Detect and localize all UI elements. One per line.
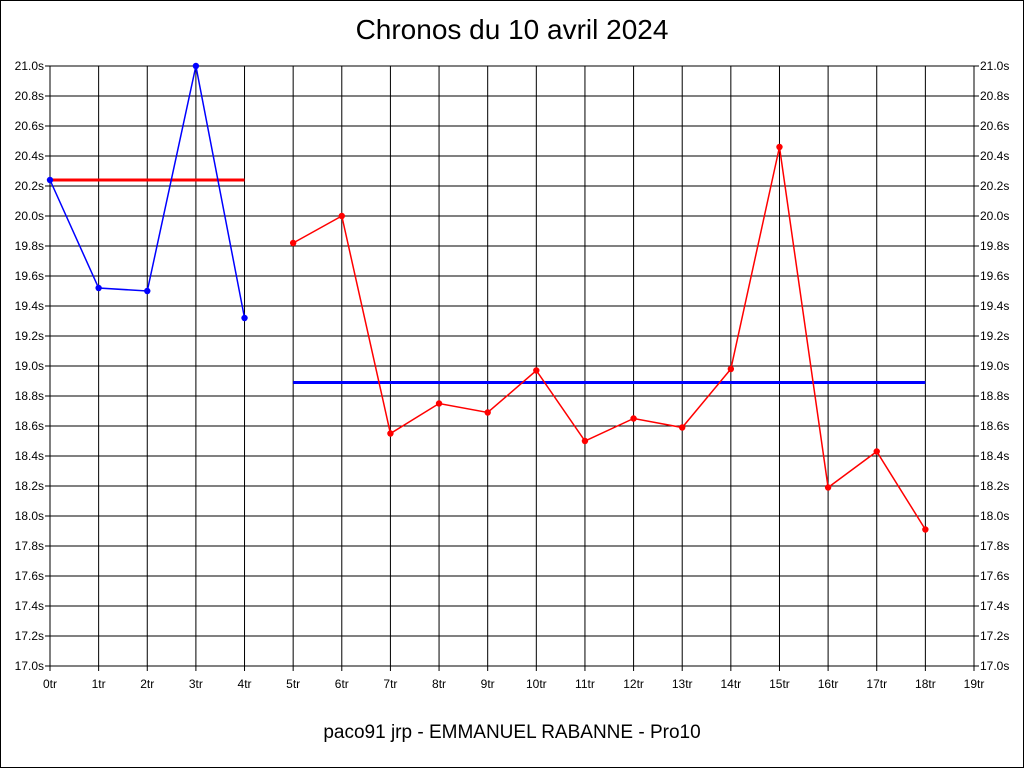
y-tick-label-right: 17.6s [980,569,1009,583]
data-point [338,212,345,220]
data-point [533,367,540,374]
y-tick-label-right: 18.0s [980,509,1009,523]
x-tick-label: 2tr [140,677,154,691]
y-tick-label-left: 17.8s [15,539,44,553]
x-tick-label: 19tr [964,677,985,691]
y-tick-label-right: 19.4s [980,299,1009,313]
y-tick-label-right: 20.2s [980,179,1009,193]
y-tick-label-left: 19.4s [15,299,44,313]
data-point [192,62,200,70]
x-tick-label: 15tr [769,677,790,691]
x-tick-label: 16tr [818,677,839,691]
y-tick-label-left: 17.2s [15,629,44,643]
y-tick-label-left: 18.2s [15,479,44,493]
y-tick-label-right: 20.6s [980,119,1009,133]
x-tick-label: 1tr [92,677,106,691]
x-tick-label: 17tr [866,677,887,691]
y-tick-label-right: 19.6s [980,269,1009,283]
y-tick-label-left: 18.0s [15,509,44,523]
average-lines [50,178,926,384]
y-tick-label-right: 21.0s [980,59,1009,73]
data-point [435,400,443,407]
y-tick-label-left: 19.2s [15,329,44,343]
y-tick-label-right: 20.8s [980,89,1009,103]
y-tick-label-left: 20.6s [15,119,44,133]
y-tick-label-right: 18.6s [980,419,1009,433]
series-lines [46,62,929,533]
data-point [289,239,297,247]
y-tick-label-right: 17.8s [980,539,1009,553]
series-line-2 [292,146,927,530]
y-tick-label-left: 19.8s [15,239,44,253]
y-tick-label-left: 18.6s [15,419,44,433]
x-tick-label: 13tr [672,677,693,691]
y-tick-label-right: 18.4s [980,449,1009,463]
y-tick-label-left: 20.8s [15,89,44,103]
y-tick-label-left: 20.4s [15,149,44,163]
y-tick-label-left: 20.0s [15,209,44,223]
x-tick-label: 4tr [238,677,252,691]
grid [45,65,979,671]
y-tick-label-right: 19.0s [980,359,1009,373]
x-tick-label: 7tr [383,677,397,691]
x-tick-label: 12tr [623,677,644,691]
x-tick-label: 18tr [915,677,936,691]
y-tick-label-left: 18.8s [15,389,44,403]
x-tick-label: 8tr [432,677,446,691]
y-tick-label-left: 17.0s [15,659,44,673]
y-tick-label-left: 18.4s [15,449,44,463]
data-point [144,287,151,295]
y-tick-label-right: 17.0s [980,659,1009,673]
y-tick-label-right: 20.4s [980,149,1009,163]
x-tick-label: 14tr [720,677,741,691]
y-tick-label-right: 18.8s [980,389,1009,403]
x-tick-label: 5tr [286,677,300,691]
y-tick-label-right: 19.2s [980,329,1009,343]
data-point [824,484,832,491]
chart-title: Chronos du 10 avril 2024 [355,14,669,45]
data-point [776,143,783,151]
x-tick-label: 3tr [189,677,203,691]
x-tick-label: 11tr [575,677,595,691]
y-tick-label-right: 17.2s [980,629,1009,643]
y-tick-label-right: 18.2s [980,479,1009,493]
y-tick-label-left: 20.2s [15,179,44,193]
x-tick-label: 6tr [335,677,349,691]
data-point [241,314,248,322]
chart-footer: paco91 jrp - EMMANUEL RABANNE - Pro10 [323,722,701,743]
x-tick-label: 10tr [526,677,547,691]
data-point [727,365,735,373]
x-tick-label: 9tr [481,677,495,691]
data-point [630,415,637,422]
y-tick-label-left: 17.4s [15,599,44,613]
axis-labels: 0tr 1tr 2tr 3tr 4tr 5tr 6tr 7tr 8tr 9tr 10tr 11tr 12… [15,59,1010,691]
data-point [484,409,491,416]
y-tick-label-left: 19.6s [15,269,44,283]
y-tick-label-right: 17.4s [980,599,1009,613]
data-point [679,424,686,431]
data-point [46,176,54,184]
data-point [873,448,880,455]
y-tick-label-right: 19.8s [980,239,1009,253]
y-tick-label-left: 17.6s [15,569,44,583]
data-point [387,430,394,437]
y-tick-label-left: 21.0s [15,59,44,73]
x-tick-label: 0tr [43,677,57,691]
y-tick-label-right: 20.0s [980,209,1009,223]
y-tick-label-left: 19.0s [15,359,44,373]
data-point [581,437,589,445]
data-point [922,526,929,533]
data-point [95,284,102,292]
